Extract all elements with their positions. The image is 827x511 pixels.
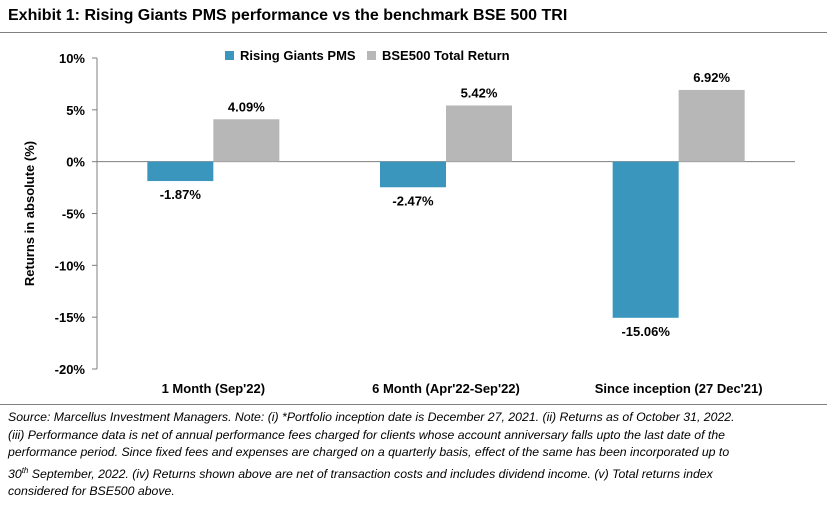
legend-label: BSE500 Total Return: [382, 48, 510, 63]
source-note: Source: Marcellus Investment Managers. N…: [0, 404, 827, 511]
x-category-label: 1 Month (Sep'22): [162, 381, 266, 396]
data-label: 5.42%: [461, 85, 498, 100]
bar-bse500: [678, 89, 745, 162]
source-note-line-4: 30th September, 2022. (iv) Returns shown…: [8, 462, 819, 484]
y-axis-title: Returns in absolute (%): [22, 141, 37, 286]
source-note-date-suffix: th: [21, 465, 29, 475]
legend-swatch: [225, 51, 234, 60]
data-label: 6.92%: [693, 70, 730, 85]
data-label: -15.06%: [621, 324, 670, 339]
bar-rising-giants: [380, 161, 446, 188]
y-tick-label: -10%: [55, 258, 86, 273]
legend-swatch: [367, 51, 376, 60]
source-note-line-3: performance period. Since fixed fees and…: [8, 445, 730, 459]
source-note-line-2: (iii) Performance data is net of annual …: [8, 427, 726, 442]
x-category-label: 6 Month (Apr'22-Sep'22): [372, 381, 520, 396]
data-label: 4.09%: [228, 99, 265, 114]
x-category-label: Since inception (27 Dec'21): [595, 381, 763, 396]
source-note-line-4-text: September, 2022. (iv) Returns shown abov…: [28, 466, 713, 481]
y-tick-label: -20%: [55, 362, 86, 377]
y-tick-label: 5%: [66, 103, 85, 118]
source-note-line-5: considered for BSE500 above.: [8, 484, 175, 499]
exhibit-header: Exhibit 1: Rising Giants PMS performance…: [0, 0, 827, 33]
chart-title: Exhibit 1: Rising Giants PMS performance…: [8, 7, 568, 24]
data-label: -2.47%: [392, 193, 434, 208]
legend-label: Rising Giants PMS: [240, 48, 356, 63]
source-note-date-day: 30: [8, 466, 22, 481]
bar-rising-giants: [612, 161, 679, 318]
chart-area: 10% 5% 0% -5% -10% -15% -20% Returns in absolut…: [0, 34, 827, 404]
bar-chart: 10% 5% 0% -5% -10% -15% -20% Returns in absolut…: [22, 48, 795, 396]
y-tick-label: 10%: [59, 51, 85, 66]
bar-rising-giants: [147, 161, 214, 182]
data-label: -1.87%: [160, 187, 202, 202]
y-tick-label: -15%: [55, 310, 86, 325]
source-note-line-1: Source: Marcellus Investment Managers. N…: [8, 410, 735, 424]
bar-bse500: [446, 105, 512, 162]
y-tick-label: -5%: [62, 207, 86, 222]
bar-bse500: [213, 119, 280, 162]
y-tick-label: 0%: [66, 155, 85, 170]
